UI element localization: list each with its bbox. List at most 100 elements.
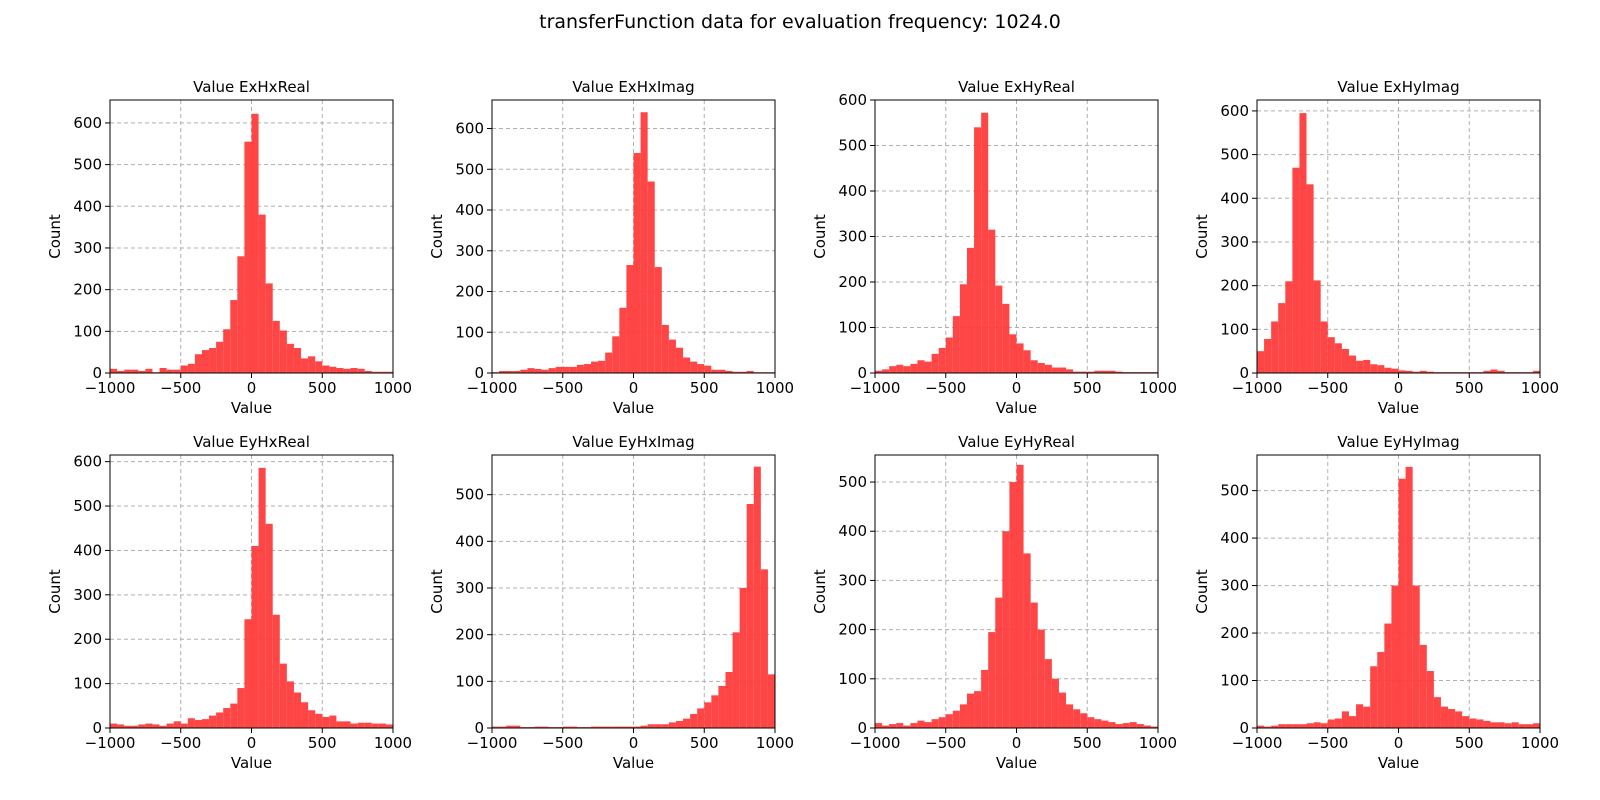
subplot-8: −1000 −500 0 500 1000 0 100 200 300 400 500 Value E… [1193,433,1559,772]
histogram-bar [1405,370,1413,373]
y-tick-label: 100 [455,672,484,690]
histogram-bar [1313,722,1321,728]
histogram-bar [767,674,775,728]
x-tick-label: 0 [247,734,257,752]
histogram-bar [1292,724,1300,728]
histogram-bar [201,350,210,373]
histogram-bar [152,724,160,728]
histogram-bar [1271,321,1279,373]
histogram-bar [612,726,620,728]
histogram-bar [562,726,570,728]
histogram-bar [201,719,210,728]
histogram-bar [924,722,932,728]
histogram-bar [1023,350,1031,373]
y-tick-label: 200 [455,626,484,644]
y-tick-label: 300 [73,586,102,604]
histogram-bar [725,672,733,728]
figure-title: transferFunction data for evaluation fre… [539,11,1061,33]
histogram-bar [896,364,904,373]
histogram-bar [562,366,570,373]
y-tick-label: 400 [838,182,867,200]
histogram-bar [499,370,507,373]
histogram-bar [981,112,989,374]
histogram-bar [286,681,294,728]
histogram-bar [1009,334,1017,373]
y-axis-label: Count [1193,214,1211,259]
histogram-bar [633,152,641,373]
histogram-bar [272,320,280,373]
y-tick-label: 400 [73,197,102,215]
histogram-bar [1257,725,1265,728]
histogram-bar [1313,280,1321,373]
histogram-bar [966,693,975,728]
histogram-bar [541,726,549,728]
histogram-bar [1525,724,1533,728]
histogram-bar [138,724,146,728]
y-tick-label: 400 [73,541,102,559]
histogram-bar [506,370,514,373]
histogram-bar [301,702,309,728]
histogram-bar [513,370,521,373]
histogram-bar [732,371,740,373]
x-tick-label: 500 [1455,734,1484,752]
x-tick-label: 0 [1012,379,1022,397]
histogram-bar [732,632,740,728]
histogram-bar [1391,585,1399,728]
y-tick-label: 0 [1239,719,1249,737]
histogram-bar [159,725,167,728]
histogram-bar [974,691,982,728]
histogram-bar [1405,466,1413,728]
x-tick-label: 1000 [756,734,794,752]
x-tick-label: 0 [1012,734,1022,752]
histogram-bar [251,113,259,373]
histogram-bar [364,722,372,728]
histogram-bar [903,366,911,373]
subplot-title: Value ExHxReal [193,78,310,96]
histogram-bar [1419,644,1427,728]
histogram-bar [952,710,960,728]
histogram-bar [896,723,904,728]
histogram-bar [619,726,627,728]
histogram-bar [159,367,167,373]
histogram-bar [1320,723,1328,728]
histogram-bar [1490,369,1498,373]
histogram-bar [492,726,500,728]
histogram-bar [166,369,174,373]
histogram-bar [534,368,542,373]
histogram-bar [1391,368,1399,373]
y-tick-label: 200 [1220,277,1249,295]
histogram-bar [1433,697,1441,728]
y-tick-label: 100 [1220,672,1249,690]
histogram-bar [1044,659,1052,728]
histogram-bar [223,708,231,728]
histogram-bar [1440,706,1449,728]
y-tick-label: 300 [73,239,102,257]
histogram-bar [258,214,266,373]
histogram-bar [315,361,323,373]
histogram-bar [230,300,238,373]
histogram-bar [640,725,648,728]
subplot-title: Value ExHyReal [958,78,1075,96]
histogram-bar [1066,369,1074,373]
histogram-bar [697,708,705,728]
histogram-bar [279,330,287,373]
y-tick-label: 300 [838,571,867,589]
histogram-bar [237,688,245,728]
histogram-bar [329,366,337,373]
histogram-bar [534,726,542,728]
histogram-bar [1511,722,1519,728]
histogram-bar [506,725,514,728]
y-tick-label: 400 [1220,189,1249,207]
histogram-bar [548,368,556,373]
histogram-bar [1094,719,1102,728]
x-axis-label: Value [996,399,1037,417]
y-tick-label: 300 [455,579,484,597]
x-tick-label: −500 [542,379,583,397]
x-tick-label: −500 [1307,379,1348,397]
y-tick-label: 200 [838,273,867,291]
histogram-bar [1271,725,1279,728]
y-tick-label: 500 [73,156,102,174]
histogram-bar [690,714,698,728]
x-tick-label: 500 [308,379,337,397]
histogram-bar [654,267,662,373]
